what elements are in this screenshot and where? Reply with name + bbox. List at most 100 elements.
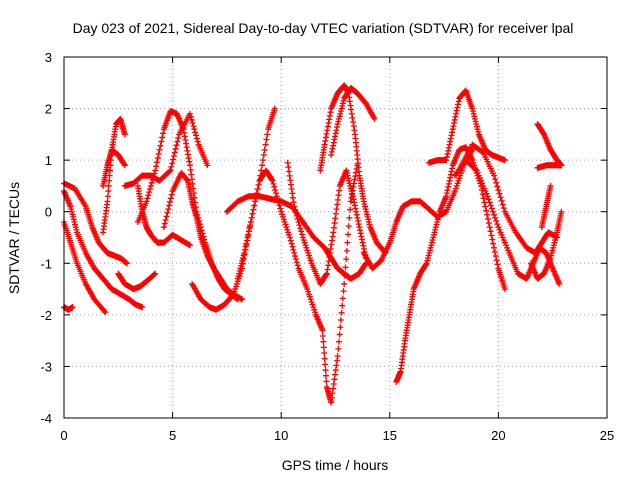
data-point (243, 237, 250, 244)
data-point (334, 201, 341, 208)
data-point (292, 206, 299, 213)
data-point (444, 150, 451, 157)
data-point (186, 162, 193, 169)
data-point (329, 145, 336, 152)
data-point (249, 210, 256, 217)
data-points (61, 82, 565, 406)
data-point (245, 228, 252, 235)
data-point (501, 157, 508, 164)
data-point (324, 127, 331, 134)
data-point (107, 167, 114, 174)
data-point (181, 133, 188, 140)
series-arc-2 (61, 304, 76, 313)
data-point (487, 202, 494, 209)
data-point (277, 205, 284, 212)
data-point (276, 202, 283, 209)
data-point (322, 367, 329, 374)
data-point (348, 110, 355, 117)
data-point (498, 197, 505, 204)
data-point (323, 270, 330, 277)
data-point (324, 123, 331, 130)
data-point (343, 247, 350, 254)
data-point (322, 372, 329, 379)
data-point (250, 206, 257, 213)
data-point (263, 136, 270, 143)
data-point (489, 208, 496, 215)
x-tick-label: 0 (60, 428, 67, 443)
data-point (484, 193, 491, 200)
data-point (346, 98, 353, 105)
data-point (324, 266, 331, 273)
data-point (182, 137, 189, 144)
data-point (201, 236, 208, 243)
data-point (285, 164, 292, 171)
series-arc-26 (538, 182, 554, 231)
data-point (271, 105, 278, 112)
data-point (339, 302, 346, 309)
data-point (171, 149, 178, 156)
data-point (330, 224, 337, 231)
data-point (494, 183, 501, 190)
data-point (288, 186, 295, 193)
data-point (286, 172, 293, 179)
data-point (296, 222, 303, 229)
data-point (499, 201, 506, 208)
data-point (485, 196, 492, 203)
data-point (350, 118, 357, 125)
data-point (197, 224, 204, 231)
data-point (190, 190, 197, 197)
data-point (335, 192, 342, 199)
data-point (351, 127, 358, 134)
data-point (337, 317, 344, 324)
data-point (326, 112, 333, 119)
data-point (329, 237, 336, 244)
data-point (501, 286, 508, 293)
data-point (289, 243, 296, 250)
data-point (445, 147, 452, 154)
data-point (275, 199, 282, 206)
data-point (147, 186, 154, 193)
data-point (360, 242, 367, 249)
data-point (165, 206, 172, 213)
data-point (200, 233, 207, 240)
data-point (190, 185, 197, 192)
data-point (329, 233, 336, 240)
x-tick-label: 20 (491, 428, 505, 443)
data-point (254, 186, 261, 193)
data-point (181, 129, 188, 136)
data-point (358, 236, 365, 243)
data-point (340, 288, 347, 295)
data-point (423, 261, 430, 268)
data-point (173, 142, 180, 149)
data-point (455, 101, 462, 108)
data-point (350, 123, 357, 130)
y-tick-label: 0 (45, 205, 52, 220)
data-point (497, 194, 504, 201)
data-point (328, 151, 335, 158)
data-point (356, 224, 363, 231)
data-point (187, 113, 194, 120)
data-point (152, 270, 159, 277)
data-point (452, 113, 459, 120)
data-point (274, 196, 281, 203)
data-point (341, 272, 348, 279)
data-point (351, 199, 358, 206)
data-point (164, 209, 171, 216)
data-point (488, 232, 495, 239)
series-arc-24 (534, 162, 565, 171)
data-point (102, 309, 109, 316)
x-axis-label: GPS time / hours (282, 457, 389, 473)
data-point (447, 171, 454, 178)
data-point (332, 371, 339, 378)
data-point (451, 116, 458, 123)
data-point (195, 214, 202, 221)
data-point (319, 327, 326, 334)
data-point (170, 153, 177, 160)
data-point (154, 155, 161, 162)
data-point (104, 193, 111, 200)
data-point (335, 345, 342, 352)
data-point (485, 220, 492, 227)
data-point (327, 109, 334, 116)
data-point (121, 161, 128, 168)
data-point (294, 215, 301, 222)
